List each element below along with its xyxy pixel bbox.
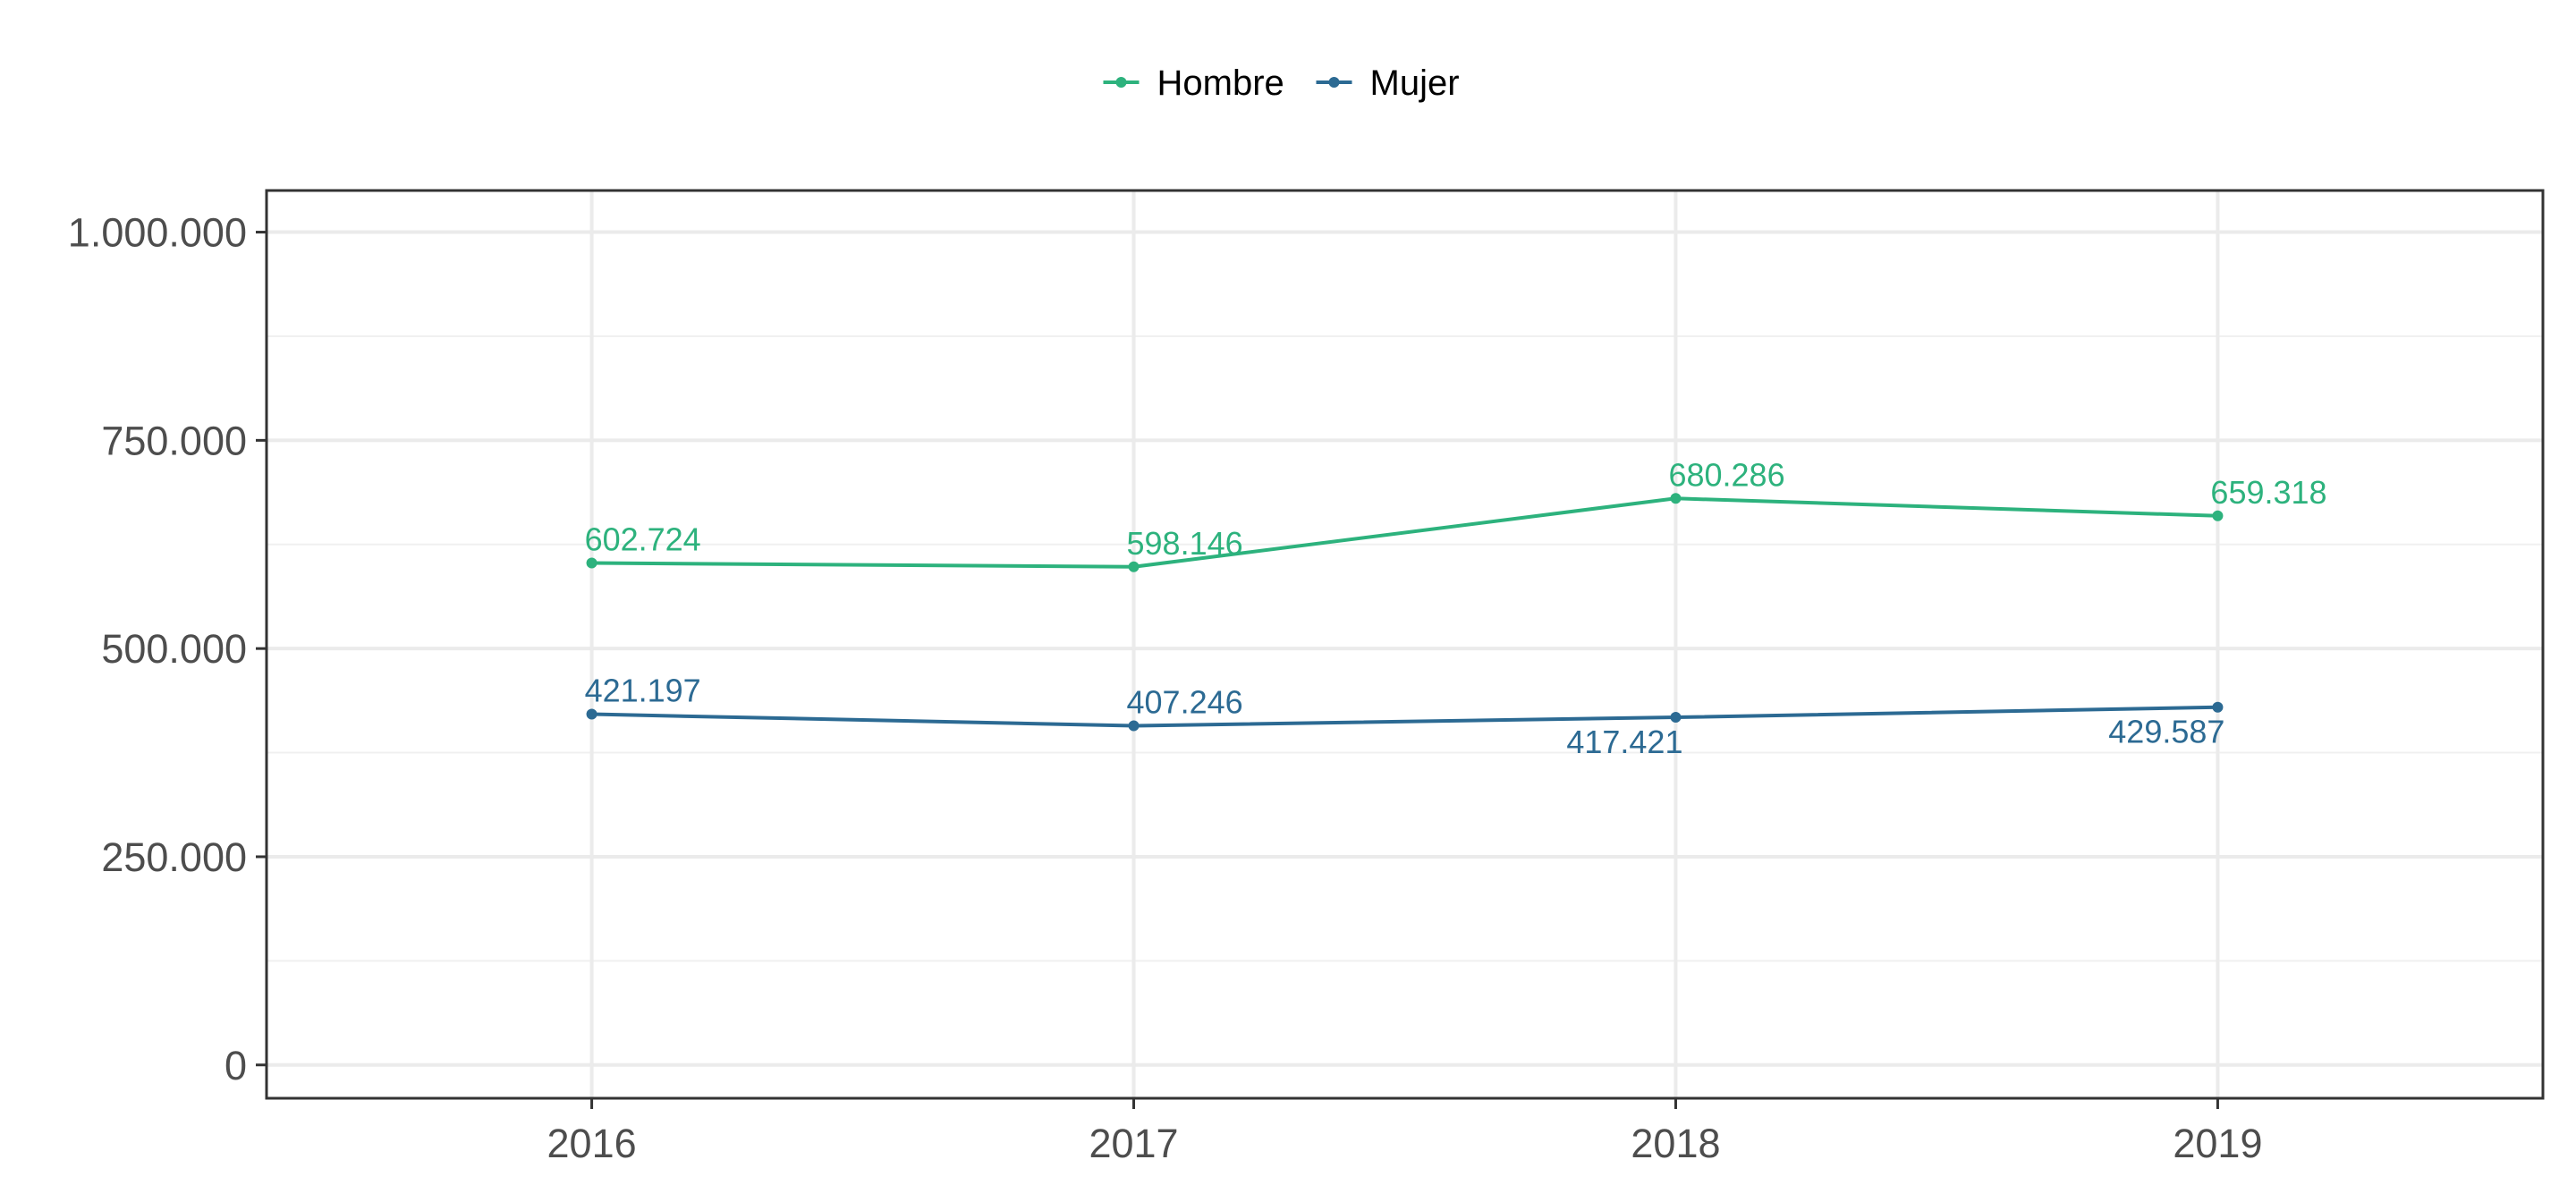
data-label-hombre: 602.724	[585, 521, 701, 558]
series-line-mujer	[591, 705, 2218, 728]
data-label-hombre: 598.146	[1127, 525, 1243, 562]
y-tick-label: 250.000	[101, 834, 247, 880]
data-label-mujer: 421.197	[585, 673, 701, 709]
y-axis: 0 250.000 500.000 750.000 1.000.000	[68, 210, 267, 1088]
legend-label-mujer: Mujer	[1370, 63, 1460, 103]
data-point-hombre	[2212, 510, 2224, 521]
major-gridlines	[267, 190, 2543, 1098]
data-point-mujer	[586, 708, 597, 720]
data-point-mujer	[1670, 712, 1682, 724]
legend-key-point-mujer	[1328, 77, 1340, 88]
y-tick-label: 750.000	[101, 418, 247, 463]
data-label-mujer: 407.246	[1127, 684, 1243, 721]
y-tick-label: 0	[225, 1043, 247, 1088]
series-layer: 602.724 598.146 680.286 659.318 421.197 407.2…	[585, 456, 2327, 760]
x-tick-label: 2018	[1631, 1121, 1720, 1166]
data-point-hombre	[1670, 493, 1682, 504]
x-tick-label: 2019	[2173, 1121, 2262, 1166]
data-point-hombre	[1128, 561, 1140, 572]
legend-key-point-hombre	[1115, 77, 1127, 88]
data-label-hombre: 680.286	[1668, 456, 1784, 493]
y-tick-label: 500.000	[101, 626, 247, 672]
minor-gridlines	[267, 334, 2543, 962]
data-label-mujer: 417.421	[1566, 724, 1682, 760]
x-tick-label: 2016	[547, 1121, 637, 1166]
x-tick-label: 2017	[1089, 1121, 1178, 1166]
series-line-hombre	[591, 496, 2218, 569]
plot-panel-border	[265, 189, 2545, 1100]
legend-label-hombre: Hombre	[1157, 63, 1284, 103]
legend: Hombre Mujer	[1103, 63, 1460, 103]
data-point-mujer	[2212, 701, 2224, 713]
data-label-mujer: 429.587	[2108, 714, 2224, 750]
y-tick-label: 1.000.000	[68, 210, 247, 256]
data-point-hombre	[586, 557, 597, 569]
x-axis: 2016 2017 2018 2019	[547, 1098, 2262, 1166]
data-point-mujer	[1128, 720, 1140, 732]
data-label-hombre: 659.318	[2210, 474, 2326, 511]
